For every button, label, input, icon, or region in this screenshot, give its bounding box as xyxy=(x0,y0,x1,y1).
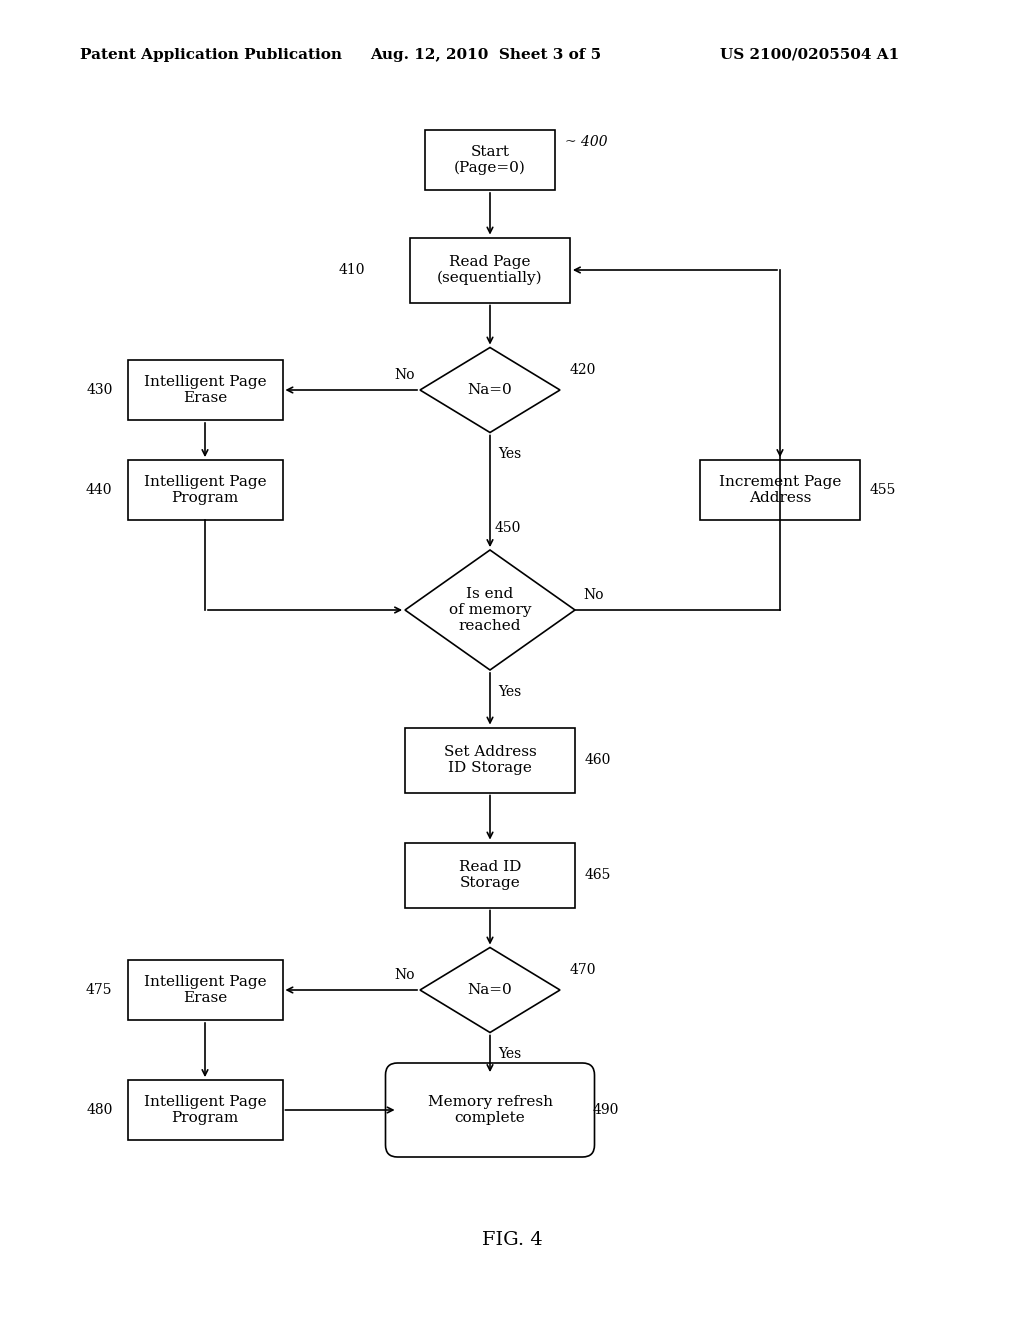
Polygon shape xyxy=(406,550,575,671)
Text: 480: 480 xyxy=(86,1104,113,1117)
Text: Na=0: Na=0 xyxy=(468,383,512,397)
Text: Aug. 12, 2010  Sheet 3 of 5: Aug. 12, 2010 Sheet 3 of 5 xyxy=(370,48,601,62)
Text: Intelligent Page
Program: Intelligent Page Program xyxy=(143,1094,266,1125)
Text: FIG. 4: FIG. 4 xyxy=(481,1232,543,1249)
Text: Yes: Yes xyxy=(498,1048,521,1061)
Text: 450: 450 xyxy=(495,521,521,535)
Text: Memory refresh
complete: Memory refresh complete xyxy=(427,1094,553,1125)
Text: Intelligent Page
Erase: Intelligent Page Erase xyxy=(143,375,266,405)
Text: Set Address
ID Storage: Set Address ID Storage xyxy=(443,744,537,775)
Text: 440: 440 xyxy=(86,483,113,498)
FancyBboxPatch shape xyxy=(406,842,575,908)
Text: Is end
of memory
reached: Is end of memory reached xyxy=(449,587,531,634)
FancyBboxPatch shape xyxy=(128,960,283,1020)
Text: Read ID
Storage: Read ID Storage xyxy=(459,859,521,890)
Text: No: No xyxy=(394,968,415,982)
Text: Patent Application Publication: Patent Application Publication xyxy=(80,48,342,62)
Text: 455: 455 xyxy=(870,483,896,498)
Text: US 2100/0205504 A1: US 2100/0205504 A1 xyxy=(720,48,899,62)
FancyBboxPatch shape xyxy=(128,459,283,520)
Text: ~ 400: ~ 400 xyxy=(565,135,607,149)
Text: Increment Page
Address: Increment Page Address xyxy=(719,475,841,506)
Text: 430: 430 xyxy=(86,383,113,397)
Text: 475: 475 xyxy=(86,983,113,997)
FancyBboxPatch shape xyxy=(700,459,860,520)
FancyBboxPatch shape xyxy=(406,727,575,792)
Text: Yes: Yes xyxy=(498,447,521,462)
Text: Read Page
(sequentially): Read Page (sequentially) xyxy=(437,255,543,285)
Polygon shape xyxy=(420,948,560,1032)
Text: No: No xyxy=(583,587,603,602)
Text: 470: 470 xyxy=(570,964,597,977)
Text: 420: 420 xyxy=(570,363,596,378)
Text: 465: 465 xyxy=(585,869,611,882)
Text: No: No xyxy=(394,368,415,381)
Text: Yes: Yes xyxy=(498,685,521,700)
FancyBboxPatch shape xyxy=(385,1063,595,1158)
Text: Intelligent Page
Erase: Intelligent Page Erase xyxy=(143,975,266,1005)
Text: 410: 410 xyxy=(339,263,365,277)
Text: Start
(Page=0): Start (Page=0) xyxy=(454,145,526,176)
Text: 460: 460 xyxy=(585,752,611,767)
FancyBboxPatch shape xyxy=(128,360,283,420)
Text: Na=0: Na=0 xyxy=(468,983,512,997)
Polygon shape xyxy=(420,347,560,433)
FancyBboxPatch shape xyxy=(410,238,570,302)
Text: 490: 490 xyxy=(593,1104,618,1117)
Text: Intelligent Page
Program: Intelligent Page Program xyxy=(143,475,266,506)
FancyBboxPatch shape xyxy=(425,129,555,190)
FancyBboxPatch shape xyxy=(128,1080,283,1140)
